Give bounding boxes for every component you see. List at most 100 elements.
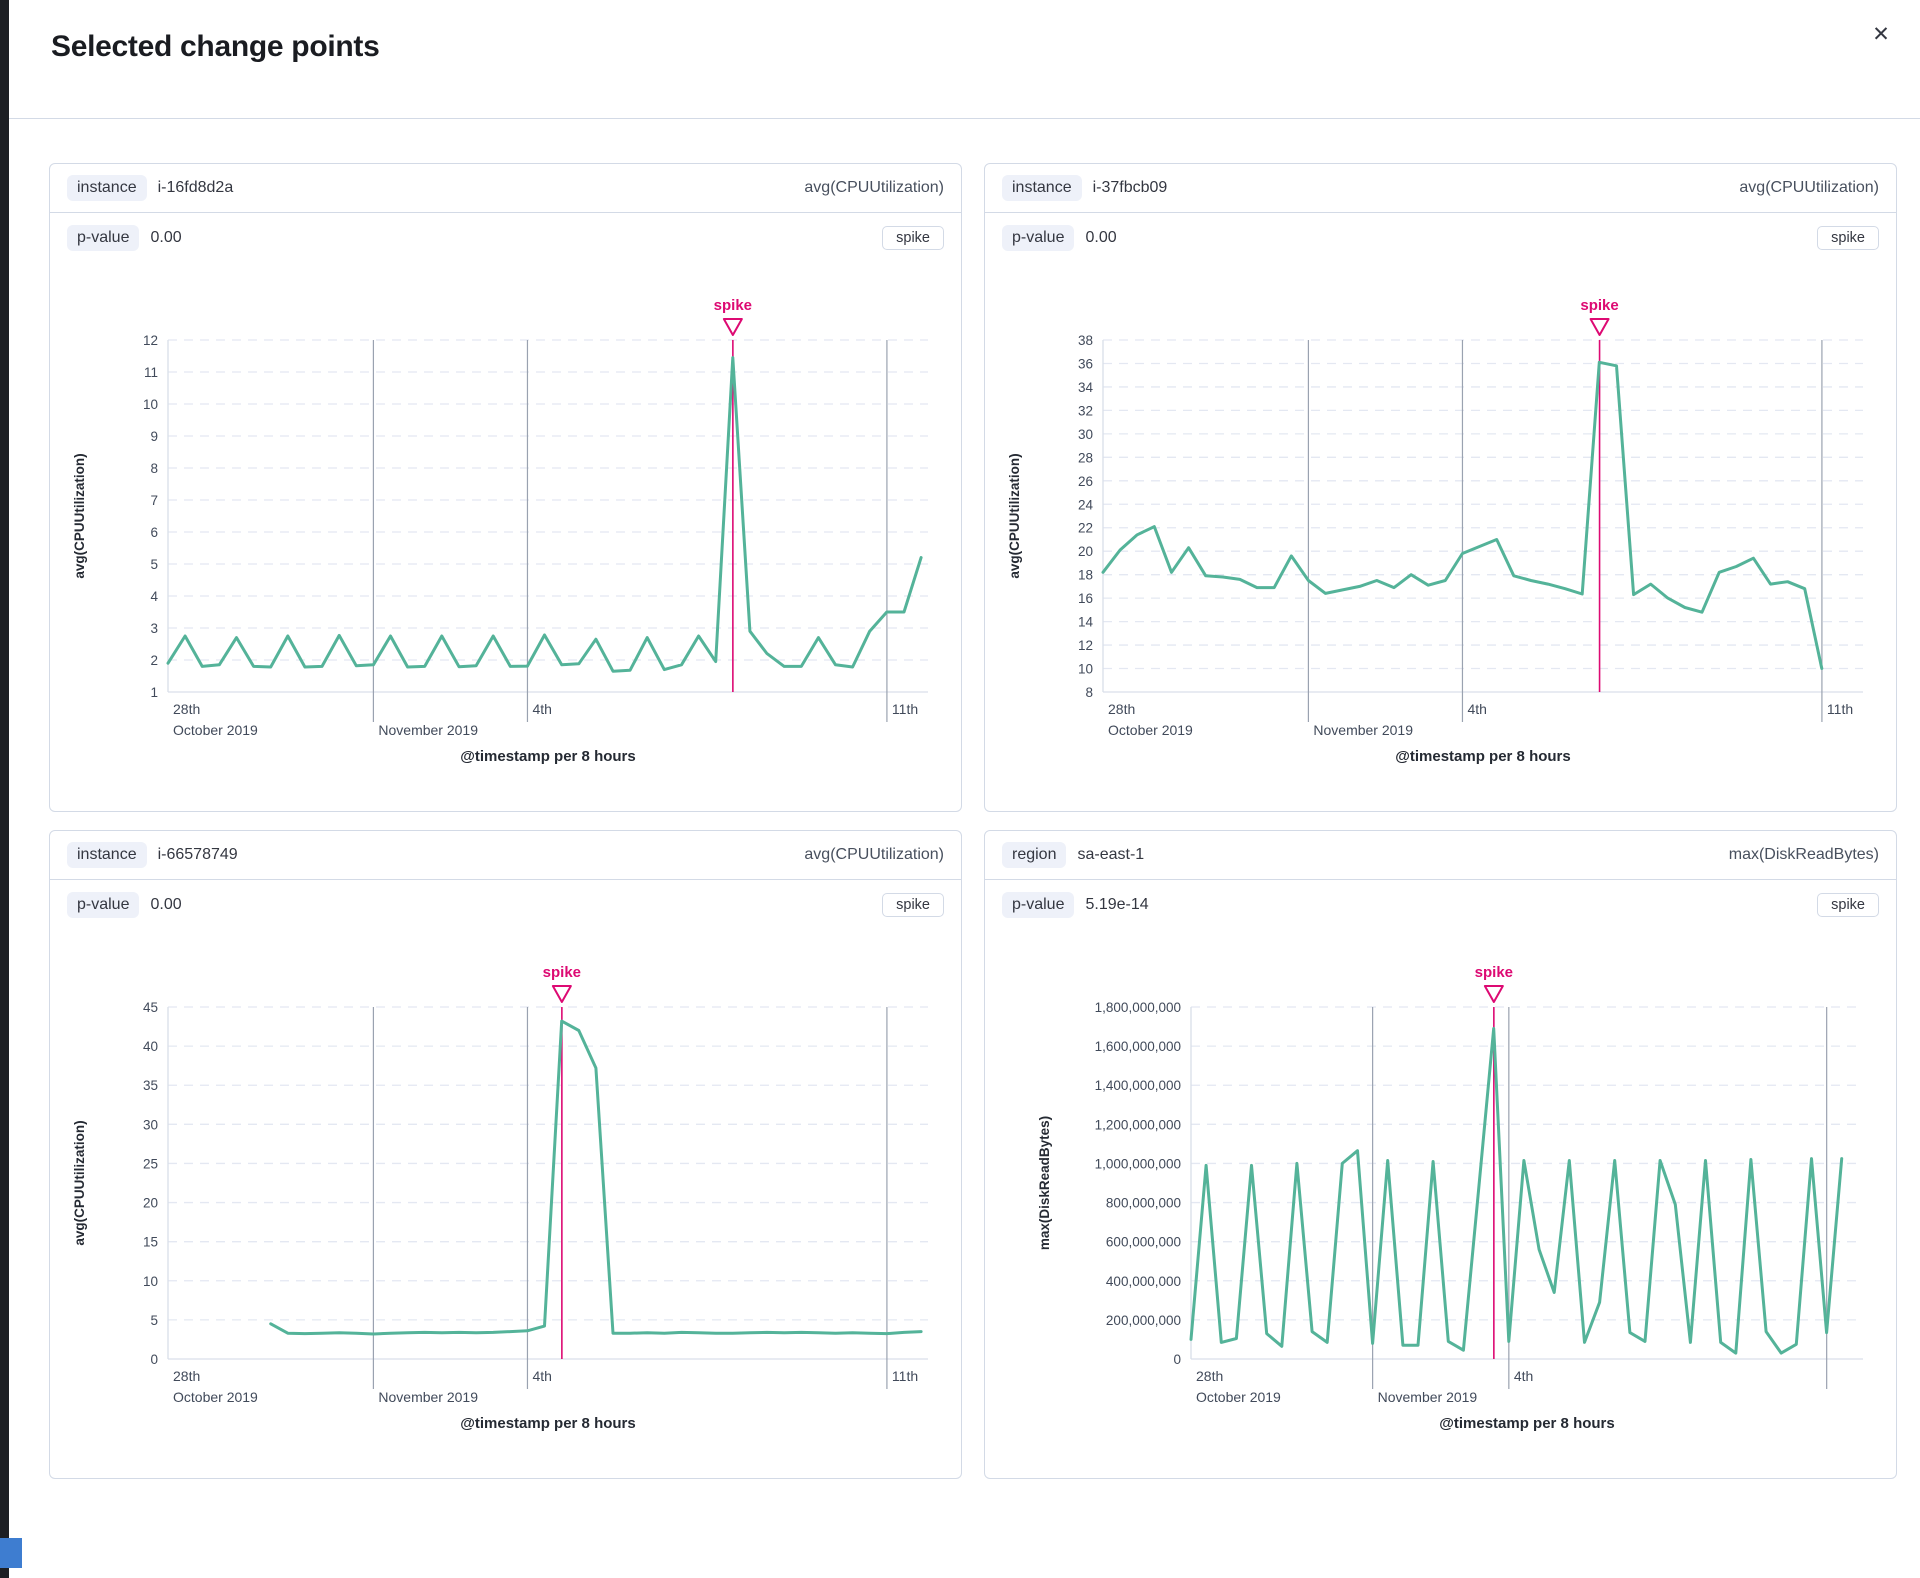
split-field-badge: region	[1002, 842, 1067, 868]
svg-text:November 2019: November 2019	[1378, 1389, 1478, 1405]
svg-text:11th: 11th	[1827, 701, 1853, 717]
panel-meta-row: p-value 0.00 spike	[50, 880, 961, 929]
svg-text:1,000,000,000: 1,000,000,000	[1095, 1156, 1181, 1171]
svg-text:2: 2	[150, 653, 158, 668]
svg-text:@timestamp per 8 hours: @timestamp per 8 hours	[460, 1415, 636, 1432]
svg-text:@timestamp per 8 hours: @timestamp per 8 hours	[1395, 748, 1571, 765]
metric-function-label: avg(CPUUtilization)	[1739, 179, 1879, 196]
svg-text:November 2019: November 2019	[378, 722, 478, 738]
svg-text:4th: 4th	[1514, 1368, 1533, 1384]
svg-text:spike: spike	[1580, 297, 1618, 314]
split-field-value: i-66578749	[157, 846, 238, 863]
svg-text:10: 10	[143, 1274, 158, 1289]
svg-text:36: 36	[1078, 356, 1093, 371]
svg-text:October 2019: October 2019	[1108, 722, 1193, 738]
svg-text:30: 30	[143, 1117, 158, 1132]
change-type-badge: spike	[1817, 225, 1879, 250]
panel-meta-row: p-value 0.00 spike	[985, 213, 1896, 262]
svg-text:6: 6	[150, 525, 158, 540]
svg-text:1,600,000,000: 1,600,000,000	[1095, 1039, 1181, 1054]
svg-text:14: 14	[1078, 615, 1094, 630]
svg-text:22: 22	[1078, 521, 1093, 536]
change-point-panel-2: instance i-37fbcb09 avg(CPUUtilization) …	[984, 163, 1897, 812]
svg-text:5: 5	[150, 557, 158, 572]
svg-text:18: 18	[1078, 568, 1093, 583]
split-field-value: i-16fd8d2a	[157, 179, 234, 196]
metric-function-label: avg(CPUUtilization)	[804, 846, 944, 863]
svg-text:35: 35	[143, 1078, 158, 1093]
p-value-badge: p-value	[1002, 891, 1075, 918]
svg-text:0: 0	[1173, 1352, 1181, 1367]
p-value: 0.00	[150, 895, 182, 913]
svg-text:45: 45	[143, 1000, 158, 1015]
svg-text:28: 28	[1078, 450, 1093, 465]
svg-text:25: 25	[143, 1156, 158, 1171]
svg-text:10: 10	[143, 397, 158, 412]
p-value-badge: p-value	[67, 891, 140, 918]
svg-text:4th: 4th	[532, 701, 551, 717]
svg-text:4th: 4th	[1467, 701, 1486, 717]
svg-text:16: 16	[1078, 591, 1093, 606]
svg-text:November 2019: November 2019	[378, 1389, 478, 1405]
svg-text:4: 4	[150, 589, 158, 604]
panel-header: instance i-66578749 avg(CPUUtilization)	[50, 831, 961, 880]
metric-function-label: avg(CPUUtilization)	[804, 179, 944, 196]
title-divider	[9, 118, 1920, 119]
svg-text:October 2019: October 2019	[173, 1389, 258, 1405]
page-title: Selected change points	[51, 30, 380, 63]
svg-text:max(DiskReadBytes): max(DiskReadBytes)	[1037, 1116, 1052, 1250]
svg-text:15: 15	[143, 1235, 158, 1250]
selected-change-points-modal: Selected change points ✕ instance i-16fd…	[9, 0, 1920, 1578]
svg-text:12: 12	[1078, 638, 1093, 653]
svg-text:20: 20	[143, 1196, 158, 1211]
svg-text:9: 9	[150, 429, 158, 444]
svg-text:30: 30	[1078, 427, 1093, 442]
svg-text:200,000,000: 200,000,000	[1106, 1313, 1181, 1328]
panel-header: instance i-16fd8d2a avg(CPUUtilization)	[50, 164, 961, 213]
change-point-panel-3: instance i-66578749 avg(CPUUtilization) …	[49, 830, 962, 1479]
svg-text:400,000,000: 400,000,000	[1106, 1274, 1181, 1289]
svg-text:1,200,000,000: 1,200,000,000	[1095, 1117, 1181, 1132]
p-value: 0.00	[150, 228, 182, 246]
split-field-badge: instance	[67, 842, 147, 868]
svg-text:8: 8	[1085, 685, 1093, 700]
svg-text:spike: spike	[714, 297, 752, 314]
svg-text:800,000,000: 800,000,000	[1106, 1196, 1181, 1211]
change-type-badge: spike	[1817, 892, 1879, 917]
svg-text:1,800,000,000: 1,800,000,000	[1095, 1000, 1181, 1015]
svg-text:28th: 28th	[1196, 1368, 1223, 1384]
svg-text:@timestamp per 8 hours: @timestamp per 8 hours	[1439, 1415, 1615, 1432]
svg-text:600,000,000: 600,000,000	[1106, 1235, 1181, 1250]
svg-text:October 2019: October 2019	[173, 722, 258, 738]
svg-text:20: 20	[1078, 544, 1093, 559]
svg-text:1,400,000,000: 1,400,000,000	[1095, 1078, 1181, 1093]
close-icon[interactable]: ✕	[1864, 18, 1898, 52]
svg-text:October 2019: October 2019	[1196, 1389, 1281, 1405]
svg-text:4th: 4th	[532, 1368, 551, 1384]
change-point-chart: 0 5 10 15 20 25 30 35 40 45 28th October 2019 Novemb…	[72, 964, 928, 1432]
svg-text:40: 40	[143, 1039, 158, 1054]
panel-header: region sa-east-1 max(DiskReadBytes)	[985, 831, 1896, 880]
p-value: 0.00	[1085, 228, 1117, 246]
svg-text:avg(CPUUtilization): avg(CPUUtilization)	[72, 453, 87, 578]
svg-text:38: 38	[1078, 333, 1093, 348]
change-point-panel-1: instance i-16fd8d2a avg(CPUUtilization) …	[49, 163, 962, 812]
panel-meta-row: p-value 5.19e-14 spike	[985, 880, 1896, 929]
svg-text:28th: 28th	[1108, 701, 1135, 717]
split-field-value: i-37fbcb09	[1092, 179, 1168, 196]
svg-text:28th: 28th	[173, 1368, 200, 1384]
svg-text:26: 26	[1078, 474, 1093, 489]
split-field-badge: instance	[67, 175, 147, 201]
svg-text:12: 12	[143, 333, 158, 348]
svg-text:1: 1	[150, 685, 158, 700]
change-point-chart: 8 10 12 14 16 18 20 22 24 26 28 30 32 34 36 38 28th Octob…	[1007, 297, 1863, 765]
svg-text:34: 34	[1078, 380, 1094, 395]
svg-text:5: 5	[150, 1313, 158, 1328]
panel-header: instance i-37fbcb09 avg(CPUUtilization)	[985, 164, 1896, 213]
svg-text:spike: spike	[1475, 964, 1513, 981]
svg-text:0: 0	[150, 1352, 158, 1367]
p-value-badge: p-value	[1002, 224, 1075, 251]
panel-meta-row: p-value 0.00 spike	[50, 213, 961, 262]
change-type-badge: spike	[882, 225, 944, 250]
